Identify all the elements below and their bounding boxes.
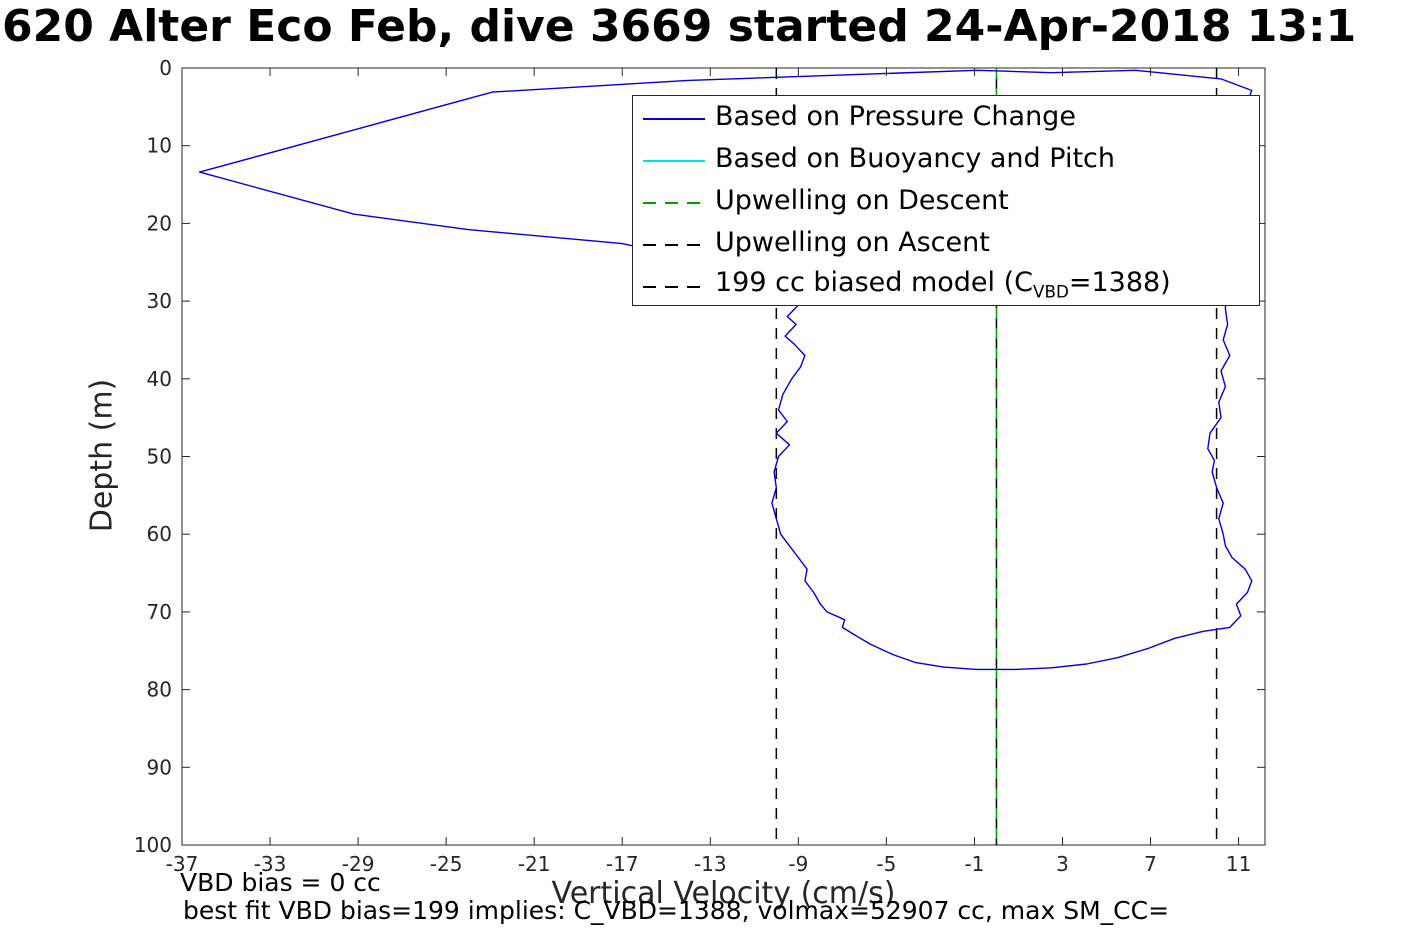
best-fit-annotation: best fit VBD bias=199 implies: C_VBD=138… — [183, 896, 1170, 925]
legend-line-sample — [643, 233, 705, 252]
y-tick-label: 80 — [147, 678, 172, 702]
legend-item: Upwelling on Ascent — [633, 222, 1259, 263]
x-tick-label: -37 — [166, 852, 199, 876]
x-axis-label: Vertical Velocity (cm/s) — [551, 876, 896, 911]
y-tick-label: 10 — [147, 134, 172, 158]
legend-box: Based on Pressure Change Based on Buoyanc… — [632, 95, 1260, 306]
figure-title: 620 Alter Eco Feb, dive 3669 started 24-… — [2, 1, 1357, 52]
legend-line-sample — [643, 149, 705, 168]
legend-line-sample — [643, 191, 705, 210]
legend-item: Upwelling on Descent — [633, 180, 1259, 221]
x-tick-label: -21 — [518, 852, 551, 876]
y-tick-label: 100 — [134, 833, 172, 857]
legend-item: Based on Buoyancy and Pitch — [633, 138, 1259, 179]
y-tick-label: 30 — [147, 289, 172, 313]
x-tick-label: -13 — [694, 852, 727, 876]
y-tick-label: 0 — [159, 56, 172, 80]
legend-label: Upwelling on Ascent — [715, 226, 990, 258]
legend-line-sample — [643, 107, 705, 126]
x-tick-label: -5 — [876, 852, 896, 876]
x-tick-label: -33 — [254, 852, 287, 876]
y-tick-label: 20 — [147, 211, 172, 235]
legend-label: Based on Pressure Change — [715, 101, 1076, 133]
x-tick-label: -1 — [964, 852, 984, 876]
series-line — [198, 69, 1253, 671]
vbd-bias-annotation: VBD bias = 0 cc — [180, 868, 381, 897]
x-tick-label: 3 — [1056, 852, 1069, 876]
y-tick-label: 40 — [147, 367, 172, 391]
legend-label: Based on Buoyancy and Pitch — [715, 143, 1115, 175]
x-tick-label: 7 — [1144, 852, 1157, 876]
x-tick-label: 11 — [1226, 852, 1251, 876]
legend-label: Upwelling on Descent — [715, 184, 1009, 216]
x-tick-label: -9 — [788, 852, 808, 876]
x-tick-label: -29 — [342, 852, 375, 876]
legend-item: 199 cc biased model (CVBD=1388) — [633, 264, 1259, 305]
legend-label: 199 cc biased model (CVBD=1388) — [715, 266, 1171, 302]
x-tick-label: -17 — [606, 852, 639, 876]
y-tick-label: 90 — [147, 755, 172, 779]
legend-line-sample — [643, 275, 705, 294]
y-tick-label: 60 — [147, 522, 172, 546]
x-tick-label: -25 — [430, 852, 463, 876]
legend-item: Based on Pressure Change — [633, 96, 1259, 137]
y-tick-label: 50 — [147, 445, 172, 469]
y-tick-label: 70 — [147, 600, 172, 624]
